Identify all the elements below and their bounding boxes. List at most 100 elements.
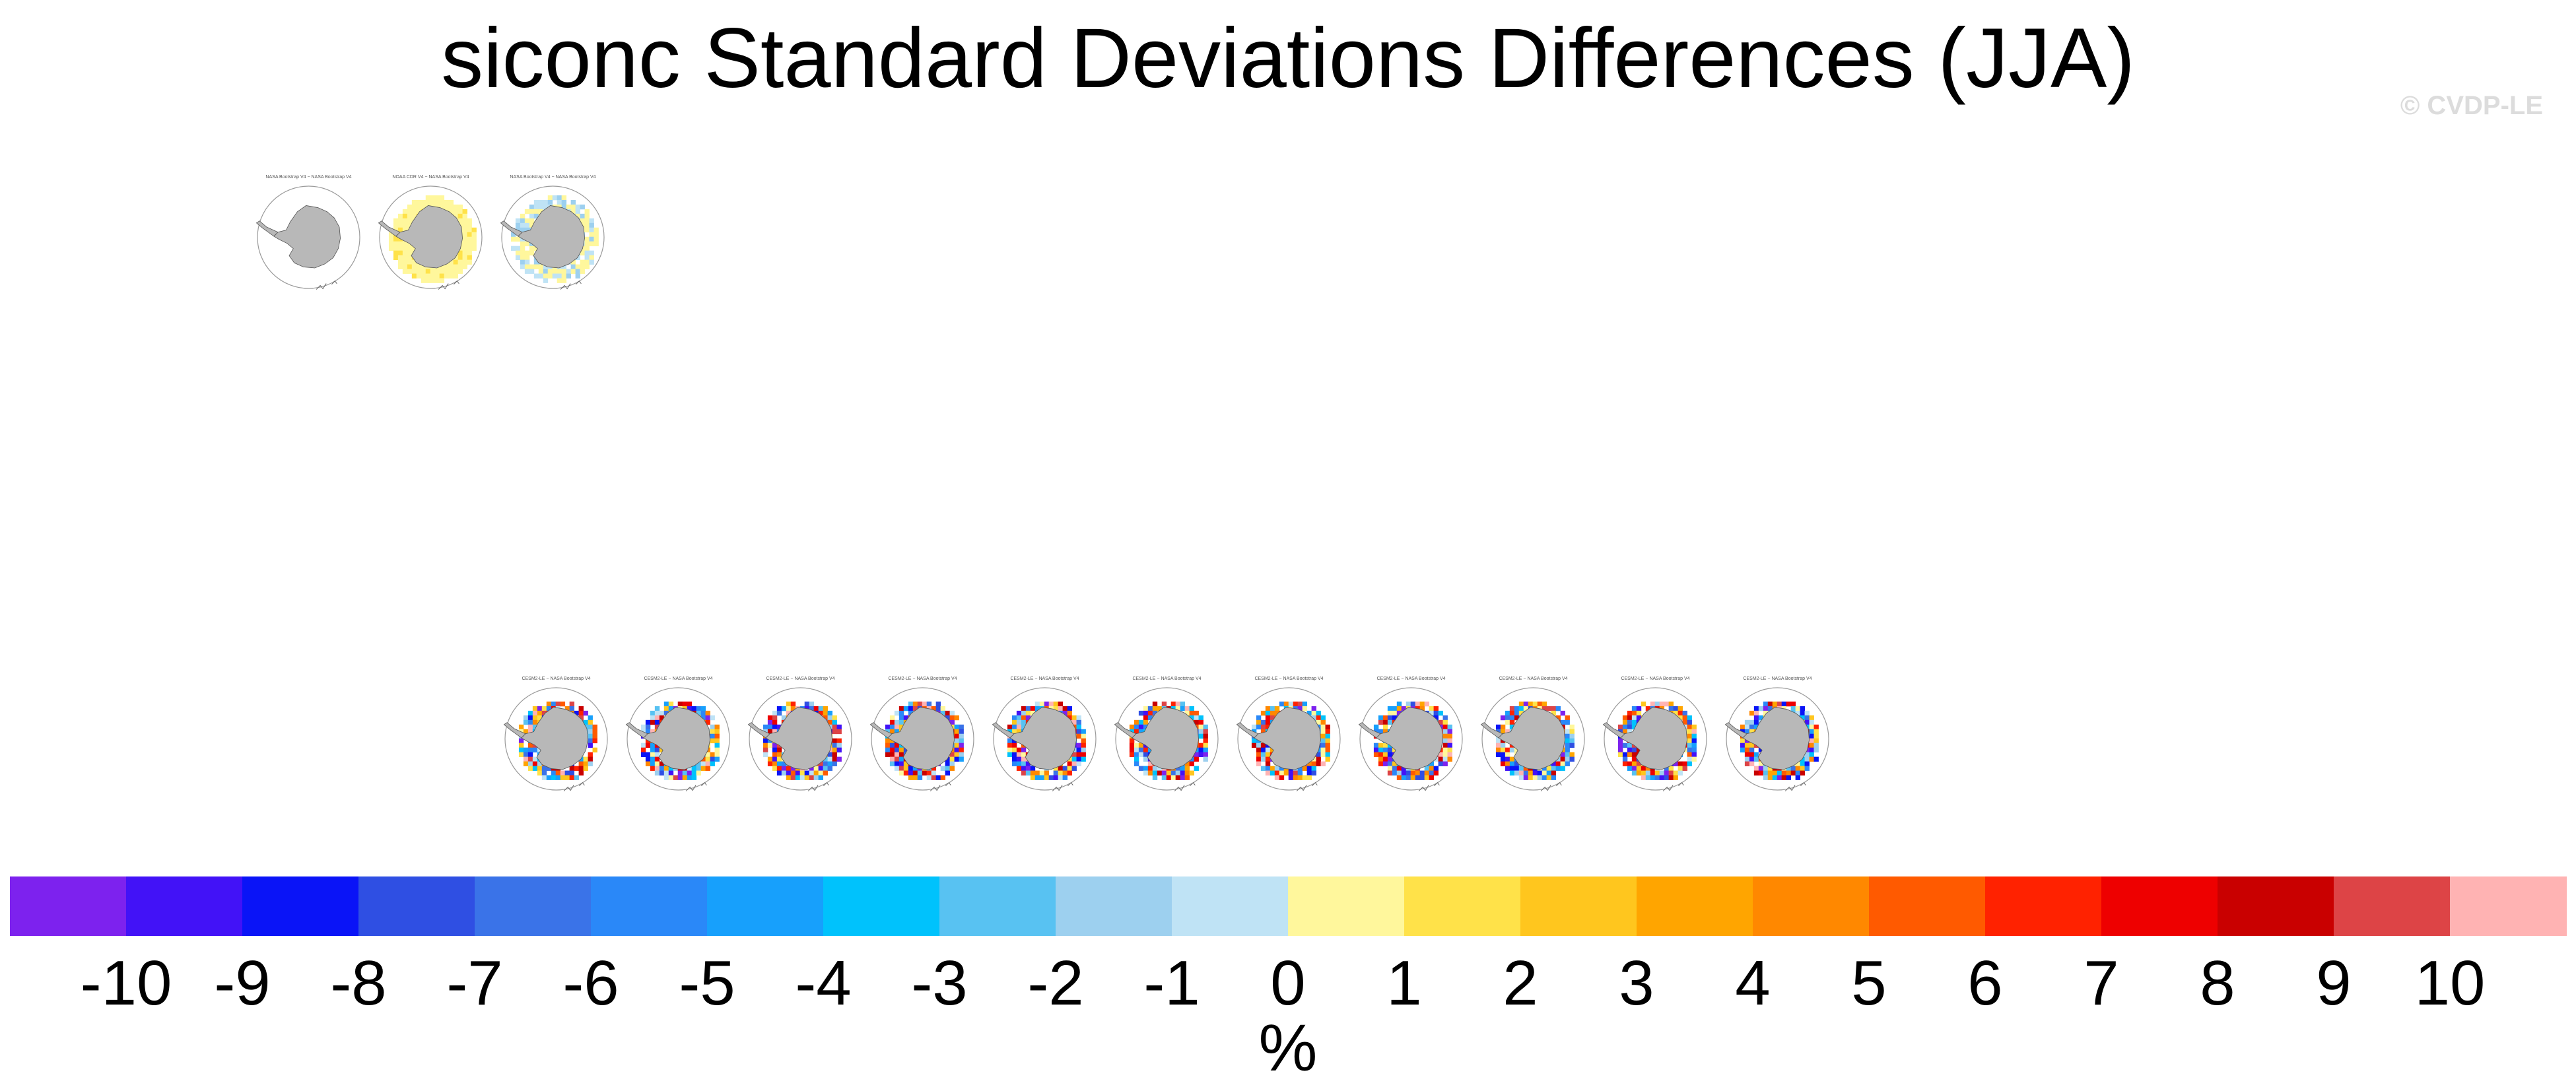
map-cell: [781, 770, 787, 776]
map-cell: [790, 766, 796, 771]
map-cell: [1016, 766, 1022, 771]
map-cell: [453, 264, 458, 269]
map-cell: [786, 701, 792, 707]
map-cell: [954, 724, 959, 730]
map-cell: [677, 701, 683, 707]
map-cell: [832, 756, 837, 762]
map-cell: [823, 770, 828, 776]
map-panel: CESM2-LE − NASA Bootstrap V4: [1469, 668, 1598, 810]
map-cell: [527, 715, 533, 721]
map-cell: [388, 246, 394, 251]
map-cell: [543, 264, 549, 269]
map-panel: CESM2-LE − NASA Bootstrap V4: [614, 668, 743, 810]
map-cell: [1071, 766, 1077, 771]
map-cell: [917, 775, 923, 780]
map-cell: [1622, 715, 1628, 721]
map-cell: [1048, 701, 1054, 707]
map-cell: [393, 241, 399, 247]
map-cell: [1744, 743, 1750, 748]
map-cell: [1518, 710, 1524, 716]
map-cell: [529, 213, 535, 219]
map-cell: [458, 204, 463, 210]
map-cell: [1256, 719, 1262, 725]
colorbar-tick-label: -4: [795, 948, 852, 1018]
map-cell: [1270, 766, 1275, 771]
map-cell: [1134, 724, 1139, 730]
map-cell: [1058, 770, 1064, 776]
map-cell: [1617, 752, 1623, 758]
map-cell: [462, 264, 467, 269]
map-cell: [1528, 770, 1534, 776]
map-cell: [1442, 752, 1448, 758]
map-cell: [584, 218, 590, 224]
map-cell: [1763, 770, 1769, 776]
map-cell: [659, 761, 665, 766]
map-cell: [832, 761, 837, 766]
antarctica-land: [1620, 707, 1687, 770]
map-cell: [1044, 770, 1050, 776]
map-cell: [1800, 770, 1805, 776]
map-cell: [533, 259, 539, 265]
map-cell: [588, 733, 593, 739]
map-panel: NOAA CDR V4 − NASA Bootstrap V4: [366, 166, 495, 308]
map-cell: [1129, 724, 1135, 730]
map-cell: [1067, 766, 1072, 771]
map-cell: [1622, 719, 1628, 725]
map-cell: [448, 269, 454, 274]
map-cell: [1062, 775, 1068, 780]
map-cell: [1691, 756, 1697, 762]
map-cell: [532, 747, 538, 753]
map-cell: [818, 710, 823, 716]
map-cell: [546, 701, 552, 707]
map-cell: [1021, 752, 1027, 758]
map-cell: [561, 273, 567, 279]
map-cell: [510, 246, 516, 251]
map-cell: [1274, 770, 1280, 776]
map-cell: [668, 701, 674, 707]
map-cell: [1678, 770, 1683, 776]
map-cell: [1157, 766, 1163, 771]
map-cell: [1551, 706, 1556, 711]
map-cell: [1189, 770, 1194, 776]
map-cell: [1447, 724, 1452, 730]
coastline-fragment: [930, 782, 951, 791]
map-cell: [1025, 766, 1031, 771]
map-cell: [1631, 747, 1637, 753]
antarctica-land: [1742, 707, 1810, 770]
map-cell: [1753, 770, 1759, 776]
map-cell: [578, 766, 584, 771]
map-cell: [439, 195, 445, 201]
map-cell: [1565, 747, 1570, 753]
map-cell: [1194, 752, 1199, 758]
map-cell: [650, 743, 656, 748]
map-cell: [1442, 761, 1448, 766]
map-cell: [1795, 775, 1800, 780]
map-cell: [1622, 752, 1628, 758]
map-cell: [527, 766, 533, 771]
map-cell: [1265, 719, 1271, 725]
map-cell: [1152, 706, 1158, 711]
colorbar-box: [2218, 876, 2334, 936]
map-cell: [1424, 701, 1430, 707]
map-cell: [518, 752, 524, 758]
map-cell: [1283, 770, 1289, 776]
map-cell: [425, 195, 431, 201]
map-cell: [1772, 701, 1778, 707]
map-cell: [462, 241, 467, 247]
map-cell: [1532, 770, 1538, 776]
map-cell: [1505, 747, 1510, 753]
map-cell: [659, 710, 665, 716]
map-cell: [832, 752, 837, 758]
map-cell: [827, 756, 832, 762]
map-cell: [700, 761, 706, 766]
map-cell: [640, 743, 646, 748]
map-panel: CESM2-LE − NASA Bootstrap V4: [1225, 668, 1353, 810]
map-cell: [1749, 743, 1755, 748]
map-cell: [1076, 733, 1081, 739]
map-cell: [1641, 770, 1646, 776]
map-cell: [832, 724, 837, 730]
map-panel-title: CESM2-LE − NASA Bootstrap V4: [888, 677, 957, 681]
map-cell: [1518, 775, 1524, 780]
map-cell: [471, 241, 477, 247]
map-cell: [1030, 770, 1036, 776]
